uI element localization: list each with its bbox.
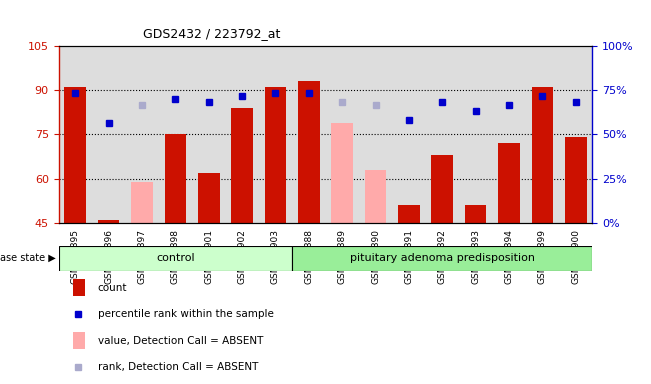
Text: value, Detection Call = ABSENT: value, Detection Call = ABSENT — [98, 336, 263, 346]
Bar — [331, 122, 353, 223]
Bar — [292, 246, 592, 271]
Bar — [264, 87, 286, 223]
Bar — [98, 220, 120, 223]
Text: percentile rank within the sample: percentile rank within the sample — [98, 309, 273, 319]
Text: control: control — [156, 253, 195, 263]
Bar — [59, 246, 292, 271]
Bar — [565, 137, 587, 223]
Bar — [73, 279, 85, 296]
Bar — [165, 134, 186, 223]
Bar — [131, 182, 153, 223]
Bar — [365, 170, 387, 223]
Bar — [298, 81, 320, 223]
Bar — [465, 205, 486, 223]
Bar — [73, 332, 85, 349]
Bar — [198, 173, 219, 223]
Text: rank, Detection Call = ABSENT: rank, Detection Call = ABSENT — [98, 362, 258, 372]
Text: GDS2432 / 223792_at: GDS2432 / 223792_at — [143, 27, 281, 40]
Text: pituitary adenoma predisposition: pituitary adenoma predisposition — [350, 253, 534, 263]
Bar — [531, 87, 553, 223]
Bar — [498, 143, 520, 223]
Text: disease state ▶: disease state ▶ — [0, 253, 55, 263]
Text: count: count — [98, 283, 127, 293]
Bar — [398, 205, 420, 223]
Bar — [64, 87, 86, 223]
Bar — [231, 108, 253, 223]
Bar — [432, 155, 453, 223]
